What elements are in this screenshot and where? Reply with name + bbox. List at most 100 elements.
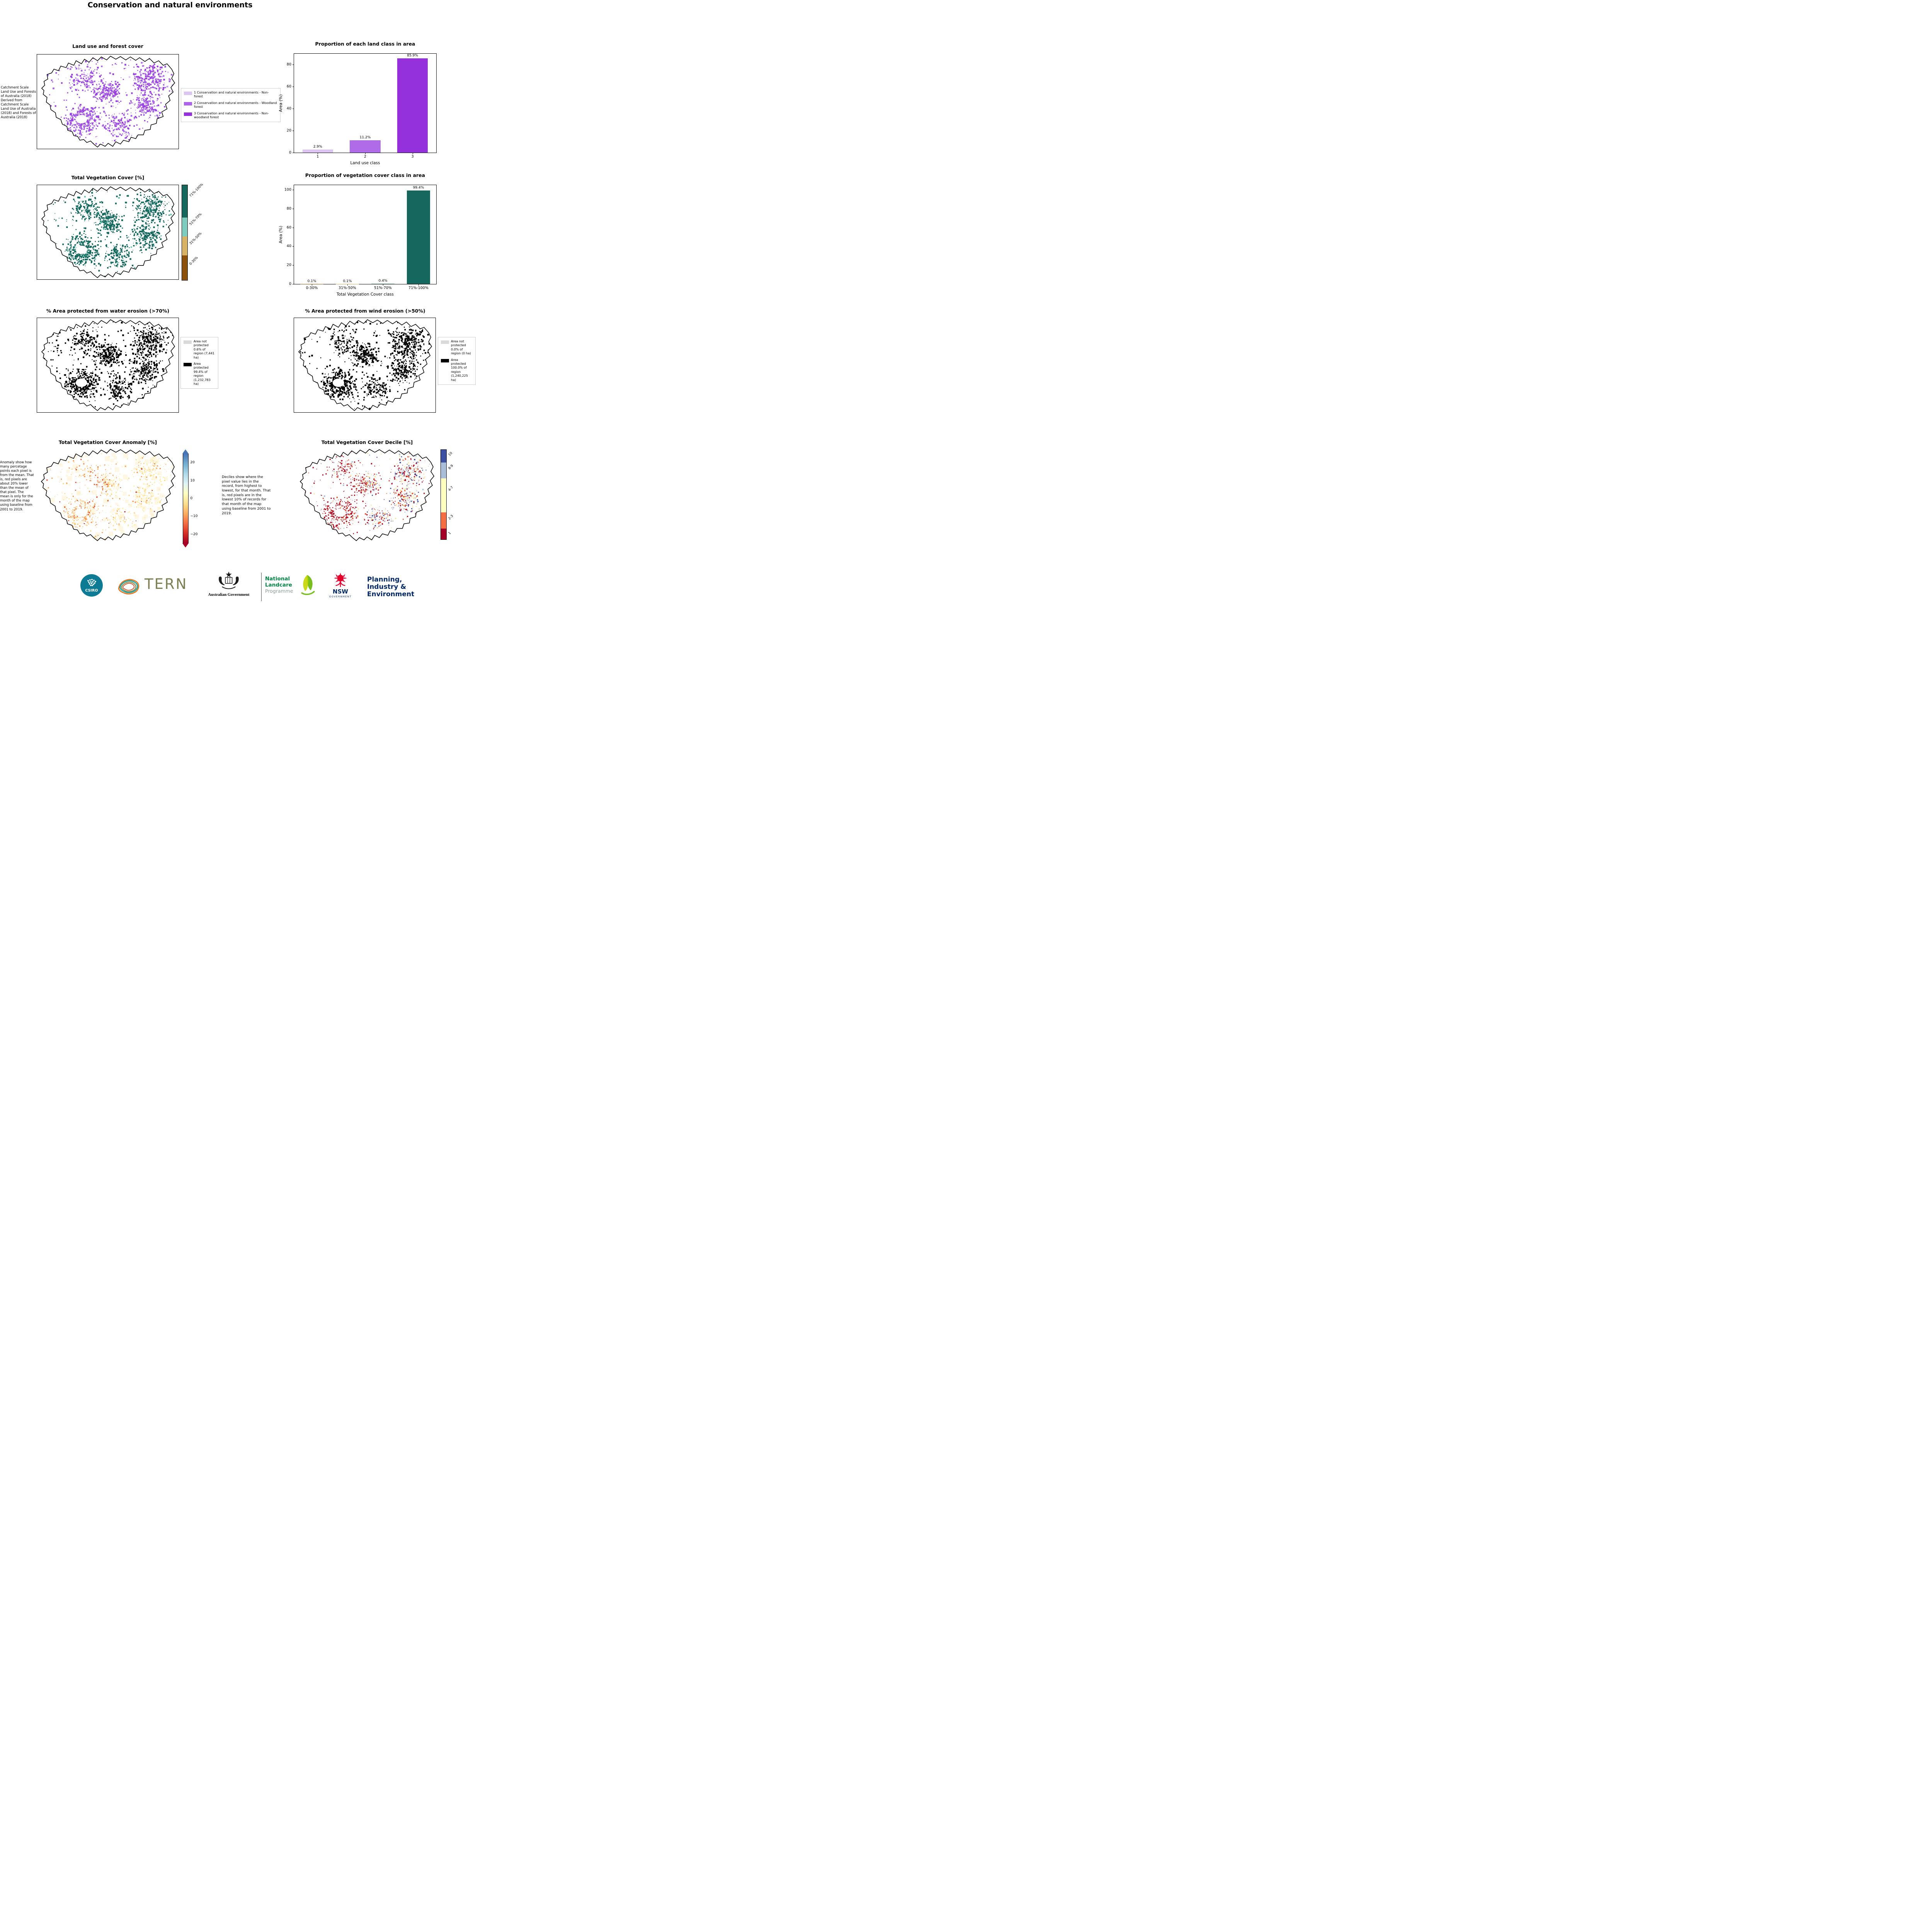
- nsw-waratah-icon: [333, 572, 347, 587]
- page-title: Conservation and natural environments: [87, 1, 253, 9]
- y-tick-label: 80: [286, 62, 291, 67]
- anomaly-map-holder: [37, 447, 179, 543]
- decile-explainer-note: Deciles show where the pixel value lies …: [222, 475, 271, 515]
- footer-logo-strip: CSIRO TERN Australian Government Nationa…: [0, 568, 483, 616]
- legend-item: Area not protected 0.6% of region (7,441…: [184, 340, 215, 360]
- landcare-leaves-icon: [301, 575, 315, 595]
- australian-government-crest-icon: [219, 571, 239, 589]
- nsw-government-label: GOVERNMENT: [329, 595, 352, 598]
- legend-label: 1 Conservation and natural environments …: [194, 91, 269, 99]
- y-tick-label: 100: [284, 187, 291, 192]
- legend-item: Area protected 100.0% of region (1,240,2…: [441, 358, 473, 382]
- colorbar-segment: [182, 185, 187, 218]
- water-erosion-legend: Area not protected 0.6% of region (7,441…: [180, 337, 218, 389]
- x-tick-label: 31%-50%: [338, 286, 356, 290]
- australian-government-wordmark: Australian Government: [208, 593, 250, 597]
- y-tick-label: 40: [286, 244, 291, 248]
- colorbar-segment-label: 71%-100%: [189, 182, 204, 198]
- vegclass-yaxis-label: Area (%): [279, 226, 283, 243]
- colorbar-segment: [441, 529, 446, 539]
- colorbar-tick-label: 0: [190, 497, 193, 500]
- legend-label: Area protected 100.0% of region (1,240,2…: [451, 358, 468, 382]
- map-pixels-layer: [300, 450, 434, 541]
- colorbar-segment-label: 8-9: [447, 464, 454, 471]
- planning-wordmark-line3: Environment: [367, 590, 415, 598]
- colorbar-tick-label: −20: [190, 532, 198, 536]
- landclass-chart-title: Proportion of each land class in area: [315, 41, 415, 47]
- tern-wordmark: TERN: [145, 576, 188, 592]
- bar-value-label: 0.4%: [378, 279, 388, 283]
- anomaly-map-title: Total Vegetation Cover Anomaly [%]: [58, 439, 157, 445]
- colorbar-segment: [182, 236, 187, 255]
- y-tick-label: 0: [289, 282, 291, 286]
- bar-value-label: 99.4%: [413, 185, 424, 190]
- legend-swatch: [441, 340, 449, 344]
- colorbar-segment-label: 2-3: [447, 514, 454, 521]
- legend-item: 3 Conservation and natural environments …: [184, 112, 277, 120]
- colorbar-segment-label: 4-7: [447, 485, 454, 492]
- colorbar-tick-label: 20: [190, 461, 195, 465]
- map-pixels-layer: [41, 187, 175, 278]
- decile-map-title: Total Vegetation Cover Decile [%]: [321, 439, 413, 445]
- colorbar-segment: [441, 478, 446, 513]
- x-tick-label: 71%-100%: [408, 286, 429, 290]
- landcare-wordmark-line1: National: [265, 576, 290, 582]
- catchment-outline: [41, 56, 175, 148]
- map-pixels-layer: [41, 321, 175, 411]
- decile-colorbar: 10 8-9 4-7 2-3 1: [440, 449, 454, 540]
- catchment-fill: [41, 56, 175, 147]
- x-tick: [347, 284, 348, 286]
- legend-item: 2 Conservation and natural environments …: [184, 101, 277, 109]
- landuse-map-title: Land use and forest cover: [72, 43, 143, 49]
- vegcover-map: [41, 186, 175, 278]
- legend-label: Area protected 99.4% of region (1,232,78…: [194, 362, 211, 386]
- anomaly-explainer-note: Anomaly show how many percetage points e…: [0, 461, 34, 512]
- landuse-map-frame: [37, 54, 179, 149]
- decile-map-holder: [296, 447, 438, 543]
- x-tick-label: 1: [316, 155, 319, 159]
- y-tick-label: 40: [286, 106, 291, 111]
- nsw-wordmark: NSW: [333, 588, 348, 595]
- colorbar-segment-label: 0-30%: [189, 256, 199, 266]
- landuse-map: [41, 56, 175, 148]
- colorbar-segment: [441, 462, 446, 479]
- bar-value-label: 2.9%: [313, 145, 322, 149]
- catchment-outline: [41, 449, 176, 541]
- landuse-legend: 1 Conservation and natural environments …: [181, 88, 281, 122]
- x-tick: [418, 284, 419, 286]
- bar: [407, 190, 430, 284]
- landclass-yaxis-label: Area (%): [279, 94, 283, 112]
- y-tick-label: 20: [286, 263, 291, 267]
- report-page: Conservation and natural environments La…: [0, 0, 483, 618]
- vegcover-map-frame: [37, 185, 179, 280]
- anomaly-colorbar: 20 10 0 −10 −20: [182, 449, 198, 548]
- bar-value-label: 0.1%: [307, 279, 316, 283]
- anomaly-map: [41, 449, 176, 541]
- planning-wordmark-line2: Industry &: [367, 583, 406, 591]
- landuse-source-note: Catchment Scale Land Use and Forests of …: [1, 86, 36, 120]
- legend-swatch: [184, 112, 192, 116]
- x-tick-label: 51%-70%: [374, 286, 392, 290]
- bar: [302, 149, 333, 153]
- colorbar-segment-label: 51%-70%: [189, 212, 203, 226]
- vegclass-chart-title: Proportion of vegetation cover class in …: [305, 172, 425, 178]
- colorbar-extend-min: [182, 543, 189, 548]
- landclass-xaxis-label: Land use class: [350, 161, 380, 165]
- legend-item: Area not protected 0.0% of region (0 ha): [441, 340, 473, 356]
- csiro-wordmark: CSIRO: [85, 588, 98, 593]
- vegcover-map-title: Total Vegetation Cover [%]: [71, 175, 145, 180]
- legend-label: Area not protected 0.0% of region (0 ha): [451, 340, 471, 355]
- colorbar-tick-label: 10: [190, 478, 195, 483]
- csiro-logo-icon: CSIRO: [80, 574, 103, 597]
- y-tick-label: 80: [286, 206, 291, 211]
- wind-erosion-map-frame: [294, 318, 436, 413]
- vegclass-xaxis-label: Total Vegetation Cover class: [337, 292, 394, 297]
- x-tick-label: 3: [411, 155, 414, 159]
- wind-erosion-map: [298, 319, 432, 411]
- tern-australia-icon: [118, 579, 139, 595]
- landclass-bar-chart: 0 20 40 60 80 1 2.9% 2 11.2% 3 85.9%: [287, 53, 437, 159]
- wind-erosion-title: % Area protected from wind erosion (>50%…: [305, 308, 425, 314]
- colorbar-segment: [182, 217, 187, 236]
- legend-swatch: [184, 340, 192, 344]
- legend-swatch: [184, 102, 192, 105]
